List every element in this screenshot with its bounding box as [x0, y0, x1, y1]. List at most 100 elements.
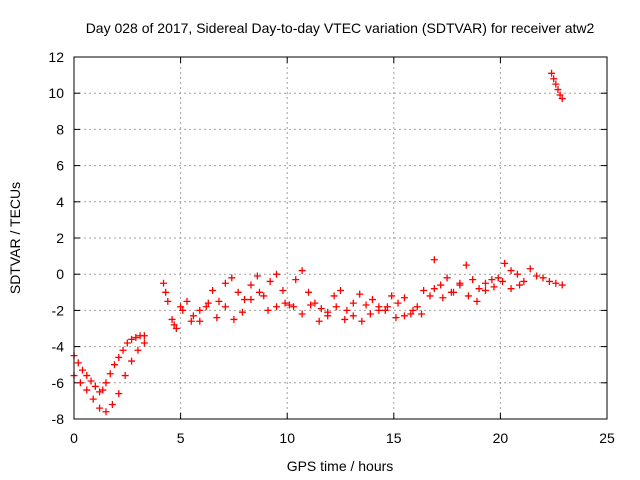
- data-point: [366, 310, 374, 318]
- data-point: [332, 303, 340, 311]
- data-point: [292, 276, 300, 284]
- data-point: [409, 306, 417, 314]
- x-tick-label: 10: [279, 430, 295, 446]
- data-point: [349, 299, 357, 307]
- data-point: [430, 256, 438, 264]
- data-point: [279, 286, 287, 294]
- data-point: [501, 259, 509, 267]
- data-point: [96, 404, 104, 412]
- data-point: [349, 312, 357, 320]
- data-point: [545, 277, 553, 285]
- y-tick-label: -2: [52, 302, 65, 318]
- y-tick-label: 10: [48, 85, 64, 101]
- data-point: [123, 339, 131, 347]
- data-point: [79, 366, 87, 374]
- data-point: [356, 290, 364, 298]
- data-point: [115, 353, 123, 361]
- data-point: [341, 315, 349, 323]
- data-point: [426, 292, 434, 300]
- data-point: [298, 267, 306, 275]
- data-point: [430, 285, 438, 293]
- tick-labels: 0 5 10 15 20 25 -8 -6 -4 -2 0 2 4 6 8 10 12: [48, 49, 615, 446]
- x-tick-label: 0: [70, 430, 78, 446]
- data-point: [490, 283, 498, 291]
- data-point: [140, 332, 148, 340]
- data-point: [315, 317, 323, 325]
- data-point: [177, 303, 185, 311]
- data-point: [187, 317, 195, 325]
- x-axis-label: GPS time / hours: [287, 458, 394, 474]
- data-point: [307, 301, 315, 309]
- y-tick-label: 6: [56, 158, 64, 174]
- y-tick-label: 12: [48, 49, 64, 65]
- data-point: [481, 286, 489, 294]
- data-point: [494, 274, 502, 282]
- y-tick-label: -8: [52, 411, 65, 427]
- data-point: [213, 314, 221, 322]
- data-point: [381, 306, 389, 314]
- data-point: [447, 288, 455, 296]
- data-point: [548, 69, 556, 77]
- data-point: [413, 303, 421, 311]
- data-point: [507, 285, 515, 293]
- data-point: [164, 297, 172, 305]
- data-point: [247, 296, 255, 304]
- data-point: [343, 306, 351, 314]
- data-point: [196, 306, 204, 314]
- data-point: [132, 334, 140, 342]
- data-point: [298, 310, 306, 318]
- data-point: [556, 91, 564, 99]
- data-point: [162, 288, 170, 296]
- data-point: [255, 288, 263, 296]
- data-point: [119, 346, 127, 354]
- plot-frame: [73, 56, 608, 420]
- data-point: [464, 292, 472, 300]
- data-point: [102, 408, 110, 416]
- data-point: [266, 277, 274, 285]
- data-point: [106, 370, 114, 378]
- data-point: [221, 279, 229, 287]
- data-point: [552, 279, 560, 287]
- data-point: [368, 296, 376, 304]
- x-tick-label: 5: [177, 430, 185, 446]
- data-point: [221, 303, 229, 311]
- data-point: [290, 303, 298, 311]
- y-tick-label: -4: [52, 339, 65, 355]
- data-point: [111, 361, 119, 369]
- data-point: [204, 299, 212, 307]
- data-point: [247, 281, 255, 289]
- data-point: [507, 267, 515, 275]
- data-point: [134, 346, 142, 354]
- data-point: [324, 312, 332, 320]
- data-point: [383, 303, 391, 311]
- data-point: [202, 303, 210, 311]
- data-point: [439, 294, 447, 302]
- data-point: [209, 286, 217, 294]
- data-point: [375, 306, 383, 314]
- data-point: [196, 317, 204, 325]
- data-point: [99, 386, 107, 394]
- data-point: [115, 390, 123, 398]
- data-point: [456, 281, 464, 289]
- data-point: [228, 274, 236, 282]
- data-point: [238, 308, 246, 316]
- data-point: [183, 297, 191, 305]
- data-point: [539, 274, 547, 282]
- data-point: [91, 382, 99, 390]
- data-point: [481, 279, 489, 287]
- data-point: [443, 274, 451, 282]
- data-point: [234, 288, 242, 296]
- y-tick-label: 2: [56, 230, 64, 246]
- data-point: [189, 312, 197, 320]
- data-point: [172, 325, 180, 332]
- data-point: [330, 292, 338, 300]
- data-point: [554, 86, 562, 94]
- data-point: [160, 279, 168, 287]
- y-axis-label: SDTVAR / TECUs: [7, 182, 23, 294]
- data-point: [264, 306, 272, 314]
- data-point: [418, 310, 426, 318]
- data-point: [437, 281, 445, 289]
- data-point: [260, 292, 268, 300]
- data-point: [407, 310, 415, 318]
